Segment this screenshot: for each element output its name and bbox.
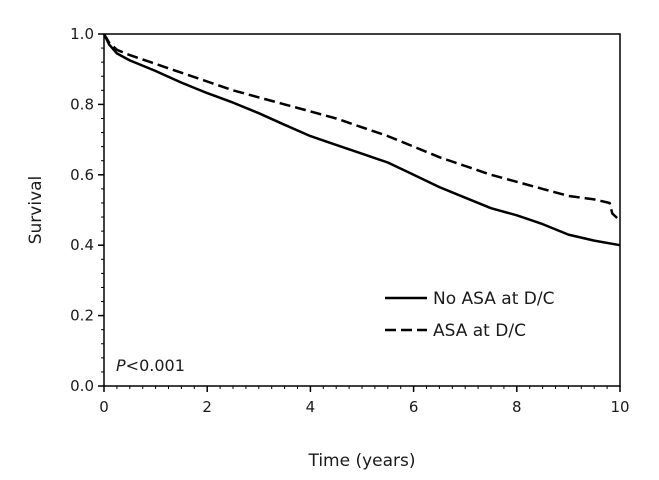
y-tick-label-3: 0.6: [70, 166, 94, 184]
y-axis-title: Survival: [26, 176, 46, 245]
x-tick-label-1: 2: [202, 398, 212, 416]
x-tick-label-2: 4: [306, 398, 316, 416]
series-line-1: [102, 33, 621, 222]
x-axis: 0 2 4 6 8 10: [99, 386, 630, 416]
legend-label-no-asa: No ASA at D/C: [433, 289, 554, 309]
x-tick-label-5: 10: [610, 398, 629, 416]
y-tick-label-5: 1.0: [70, 25, 94, 43]
series-line-0: [102, 33, 621, 247]
x-tick-label-4: 8: [512, 398, 522, 416]
plot-frame: [103, 33, 621, 387]
legend-label-asa: ASA at D/C: [433, 321, 526, 341]
x-tick-label-3: 6: [409, 398, 419, 416]
legend: No ASA at D/C ASA at D/C: [385, 289, 554, 341]
y-tick-label-0: 0.0: [70, 377, 94, 395]
y-axis: 0.0 0.2 0.4 0.6 0.8 1.0: [70, 25, 104, 395]
p-value-symbol: P: [116, 356, 126, 375]
y-tick-label-2: 0.4: [70, 236, 94, 254]
x-axis-title: Time (years): [307, 451, 415, 471]
p-value-text: <0.001: [126, 356, 185, 375]
p-value-annotation: P<0.001: [116, 356, 185, 375]
series-layer: [102, 33, 621, 247]
y-tick-label-1: 0.2: [70, 307, 94, 325]
plot-border: [103, 33, 621, 387]
x-tick-label-0: 0: [99, 398, 109, 416]
y-tick-label-4: 0.8: [70, 95, 94, 113]
